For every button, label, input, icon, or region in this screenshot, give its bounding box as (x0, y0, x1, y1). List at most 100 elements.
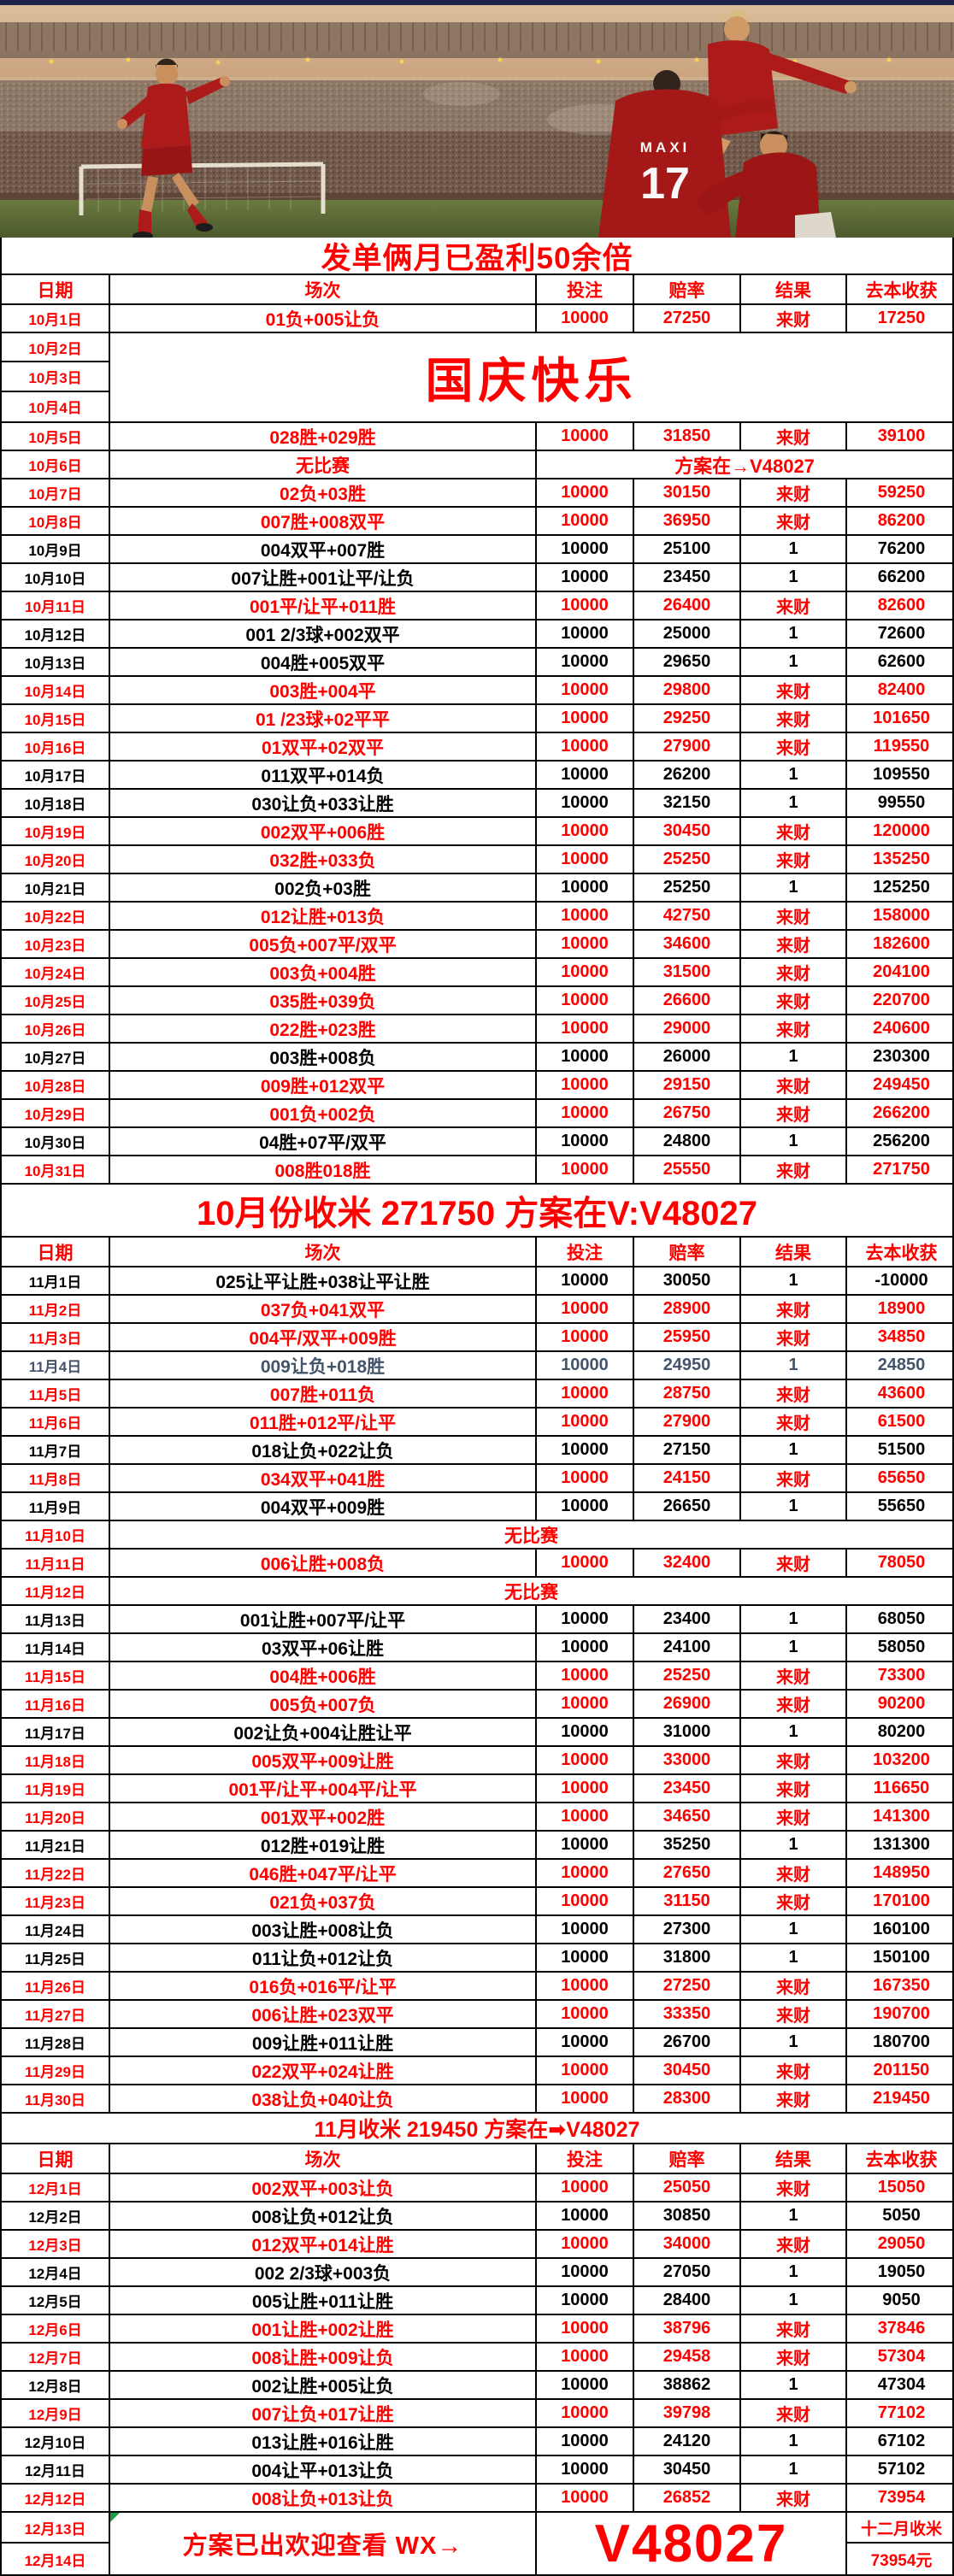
gain-cell: 201150 (873, 2061, 930, 2079)
match-cell: 004双平+009胜 (110, 1493, 537, 1520)
column-header: 去本收获 (865, 2150, 938, 2170)
gain-cell: 24850 (877, 1356, 926, 1374)
table-row: 10月29日 001负+002负 10000 26750 来财 266200 (2, 1100, 952, 1128)
table-row: 11月21日 012胜+019让胜 10000 35250 1 131300 (2, 1832, 952, 1860)
goal-net (85, 164, 321, 212)
match-cell: 002 2/3球+003负 (110, 2259, 537, 2285)
odds-cell: 28300 (634, 2085, 741, 2112)
bet-cell: 10000 (537, 1493, 634, 1520)
gain-cell: 82600 (877, 596, 926, 615)
match-cell: 001平/让平+011胜 (110, 592, 537, 619)
match-cell: 无比赛 (110, 451, 537, 478)
odds-cell: 38796 (634, 2315, 741, 2342)
result-cell: 来财 (741, 1662, 847, 1689)
table-row: 12月1日 002双平+003让负 10000 25050 来财 15050 (2, 2174, 952, 2203)
date-cell: 11月5日 (2, 1380, 110, 1407)
date-cell: 11月20日 (2, 1803, 110, 1830)
column-header: 赔率 (634, 2144, 741, 2173)
gain-cell: 62600 (877, 652, 926, 671)
date-cell: 11月28日 (2, 2029, 110, 2056)
date-cell: 12月13日 (2, 2513, 109, 2544)
match-cell: 004平/双平+009胜 (110, 1324, 537, 1350)
gain-cell: 141300 (873, 1807, 930, 1826)
result-cell: 来财 (741, 2231, 847, 2257)
odds-cell: 33350 (634, 2001, 741, 2027)
match-cell: 034双平+041胜 (110, 1465, 537, 1491)
bet-cell: 10000 (537, 2428, 634, 2455)
match-cell: 002双平+006胜 (110, 818, 537, 844)
table-row: 10月9日 004双平+007胜 10000 25100 1 76200 (2, 536, 952, 564)
date-cell: 10月28日 (2, 1072, 110, 1098)
date-cell: 10月30日 (2, 1128, 110, 1155)
footer-tail: 十二月收米 73954元 (847, 2513, 954, 2574)
bet-cell: 10000 (537, 1267, 634, 1294)
bet-cell: 10000 (537, 677, 634, 703)
match-cell: 01 /23球+02平平 (110, 705, 537, 732)
gain-cell: 58050 (877, 1638, 926, 1656)
bet-cell: 10000 (537, 1015, 634, 1042)
result-cell: 来财 (741, 677, 847, 703)
gain-cell: 59250 (877, 483, 926, 502)
result-cell: 来财 (741, 2085, 847, 2112)
date-cell: 10月1日 (2, 305, 110, 332)
match-cell: 022双平+024让胜 (110, 2057, 537, 2084)
table-row: 11月23日 021负+037负 10000 31150 来财 170100 (2, 1888, 952, 1916)
odds-cell: 34650 (634, 1803, 741, 1830)
gain-cell: 29050 (877, 2234, 926, 2253)
bet-cell: 10000 (537, 959, 634, 985)
odds-cell: 34600 (634, 931, 741, 957)
bet-cell: 10000 (537, 1662, 634, 1689)
table-row: 11月13日 001让胜+007平/让平 10000 23400 1 68050 (2, 1606, 952, 1634)
result-cell: 来财 (741, 592, 847, 619)
december-section: 日期 场次 投注 赔率 结果 去本收获 12月1日 002双平+003让负 10000 2505… (2, 2144, 954, 2574)
match-cell: 006让胜+023双平 (110, 2001, 537, 2027)
date-cell: 12月6日 (2, 2315, 110, 2342)
date-cell: 10月14日 (2, 677, 110, 703)
bet-cell: 10000 (537, 423, 634, 450)
match-cell: 018让负+022让负 (110, 1437, 537, 1463)
result-cell: 1 (741, 564, 847, 591)
gain-cell: 39100 (877, 426, 926, 445)
gain-cell: 5050 (882, 2206, 921, 2225)
odds-cell: 25950 (634, 1324, 741, 1350)
date-cell: 11月26日 (2, 1973, 110, 1999)
stand-roof (0, 22, 954, 53)
match-cell: 007胜+008双平 (110, 508, 537, 534)
date-cell: 10月16日 (2, 733, 110, 760)
odds-cell: 31150 (634, 1888, 741, 1914)
gain-cell: 67102 (877, 2432, 926, 2450)
match-cell: 013让胜+016让胜 (110, 2428, 537, 2455)
bet-cell: 10000 (537, 1409, 634, 1435)
match-cell: 012胜+019让胜 (110, 1832, 537, 1858)
bet-cell: 10000 (537, 2057, 634, 2084)
table-row: 11月25日 011让负+012让负 10000 31800 1 150100 (2, 1944, 952, 1973)
table-row: 10月31日 008胜018胜 10000 25550 来财 271750 (2, 1156, 952, 1185)
bet-cell: 10000 (537, 1719, 634, 1745)
result-cell: 来财 (741, 733, 847, 760)
bet-cell: 10000 (537, 479, 634, 506)
odds-cell: 25000 (634, 620, 741, 647)
match-cell: 001 2/3球+002双平 (110, 620, 537, 647)
date-cell: 11月29日 (2, 2057, 110, 2084)
player-left (117, 58, 230, 238)
date-cell: 11月15日 (2, 1662, 110, 1689)
date-cell: 11月21日 (2, 1832, 110, 1858)
table-row: 12月5日 005让胜+011让胜 10000 28400 1 9050 (2, 2287, 952, 2315)
match-cell: 005双平+009让胜 (110, 1747, 537, 1773)
bet-cell: 10000 (537, 1100, 634, 1126)
gain-cell: 220700 (873, 991, 930, 1009)
match-cell: 01负+005让负 (110, 305, 537, 332)
no-match-row: 10月6日 无比赛 方案在→V48027 (2, 451, 952, 479)
result-cell: 来财 (741, 1775, 847, 1802)
bet-cell: 10000 (537, 1324, 634, 1350)
result-cell: 来财 (741, 1380, 847, 1407)
odds-cell: 26900 (634, 1691, 741, 1717)
date-cell: 11月2日 (2, 1296, 110, 1322)
bet-cell: 10000 (537, 1888, 634, 1914)
odds-cell: 27050 (634, 2259, 741, 2285)
table-row: 10月28日 009胜+012双平 10000 29150 来财 249450 (2, 1072, 952, 1100)
result-cell: 来财 (741, 1156, 847, 1183)
match-cell: 030让负+033让胜 (110, 790, 537, 816)
column-header: 投注 (537, 2144, 634, 2173)
bet-cell: 10000 (537, 592, 634, 619)
